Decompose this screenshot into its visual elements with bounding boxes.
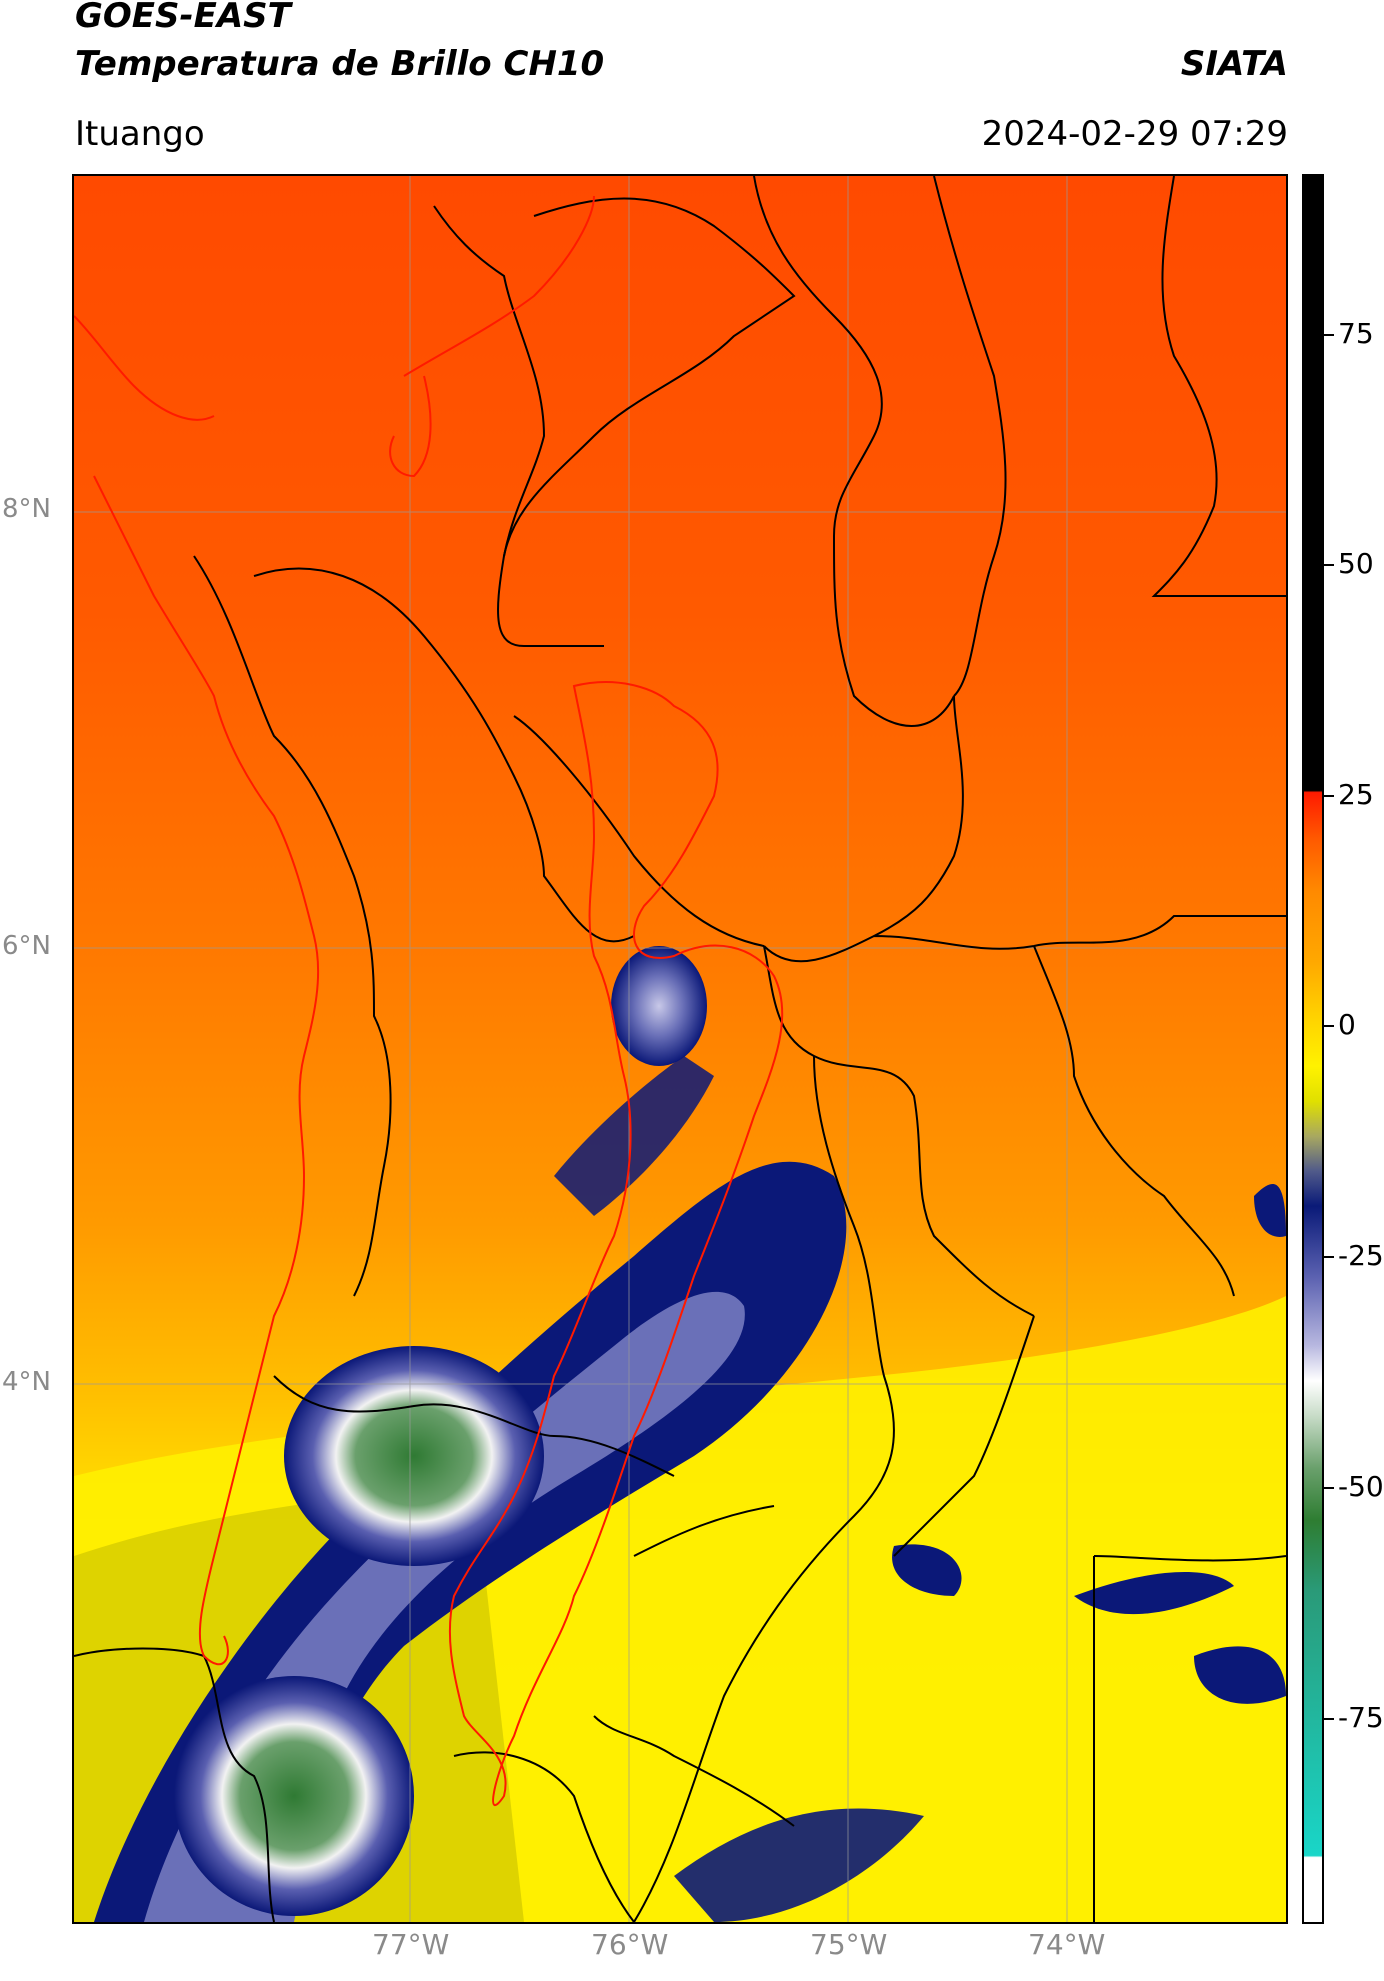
brightness-temperature-field [74,176,1286,1922]
colorbar-label-50: 50 [1338,547,1374,580]
colorbar-label-minus50: -50 [1338,1470,1384,1503]
colorbar-tick [1324,564,1334,566]
colorbar [1302,174,1324,1924]
colorbar-tick [1324,1025,1334,1027]
lon-label-74w: 74°W [1028,1928,1106,1961]
colorbar-label-25: 25 [1338,778,1374,811]
satellite-map[interactable] [72,174,1288,1924]
lon-label-76w: 76°W [591,1928,669,1961]
colorbar-tick [1324,1256,1334,1258]
colorbar-tick [1324,1718,1334,1720]
colorbar-tick [1324,1487,1334,1489]
lat-label-6n: 6°N [2,931,51,961]
product-title: Temperatura de Brillo CH10 [75,44,605,84]
location-label: Ituango [75,114,205,154]
lon-label-77w: 77°W [372,1928,450,1961]
lat-label-4n: 4°N [2,1367,51,1397]
colorbar-label-0: 0 [1338,1008,1356,1041]
satellite-title: GOES-EAST [75,0,291,36]
colorbar-label-75: 75 [1338,317,1374,350]
colorbar-label-minus25: -25 [1338,1239,1384,1272]
timestamp-label: 2024-02-29 07:29 [981,114,1288,154]
colorbar-tick [1324,795,1334,797]
colorbar-label-minus75: -75 [1338,1701,1384,1734]
colorbar-tick [1324,334,1334,336]
lat-label-8n: 8°N [2,494,51,524]
lon-label-75w: 75°W [810,1928,888,1961]
organization-label: SIATA [1180,44,1288,84]
